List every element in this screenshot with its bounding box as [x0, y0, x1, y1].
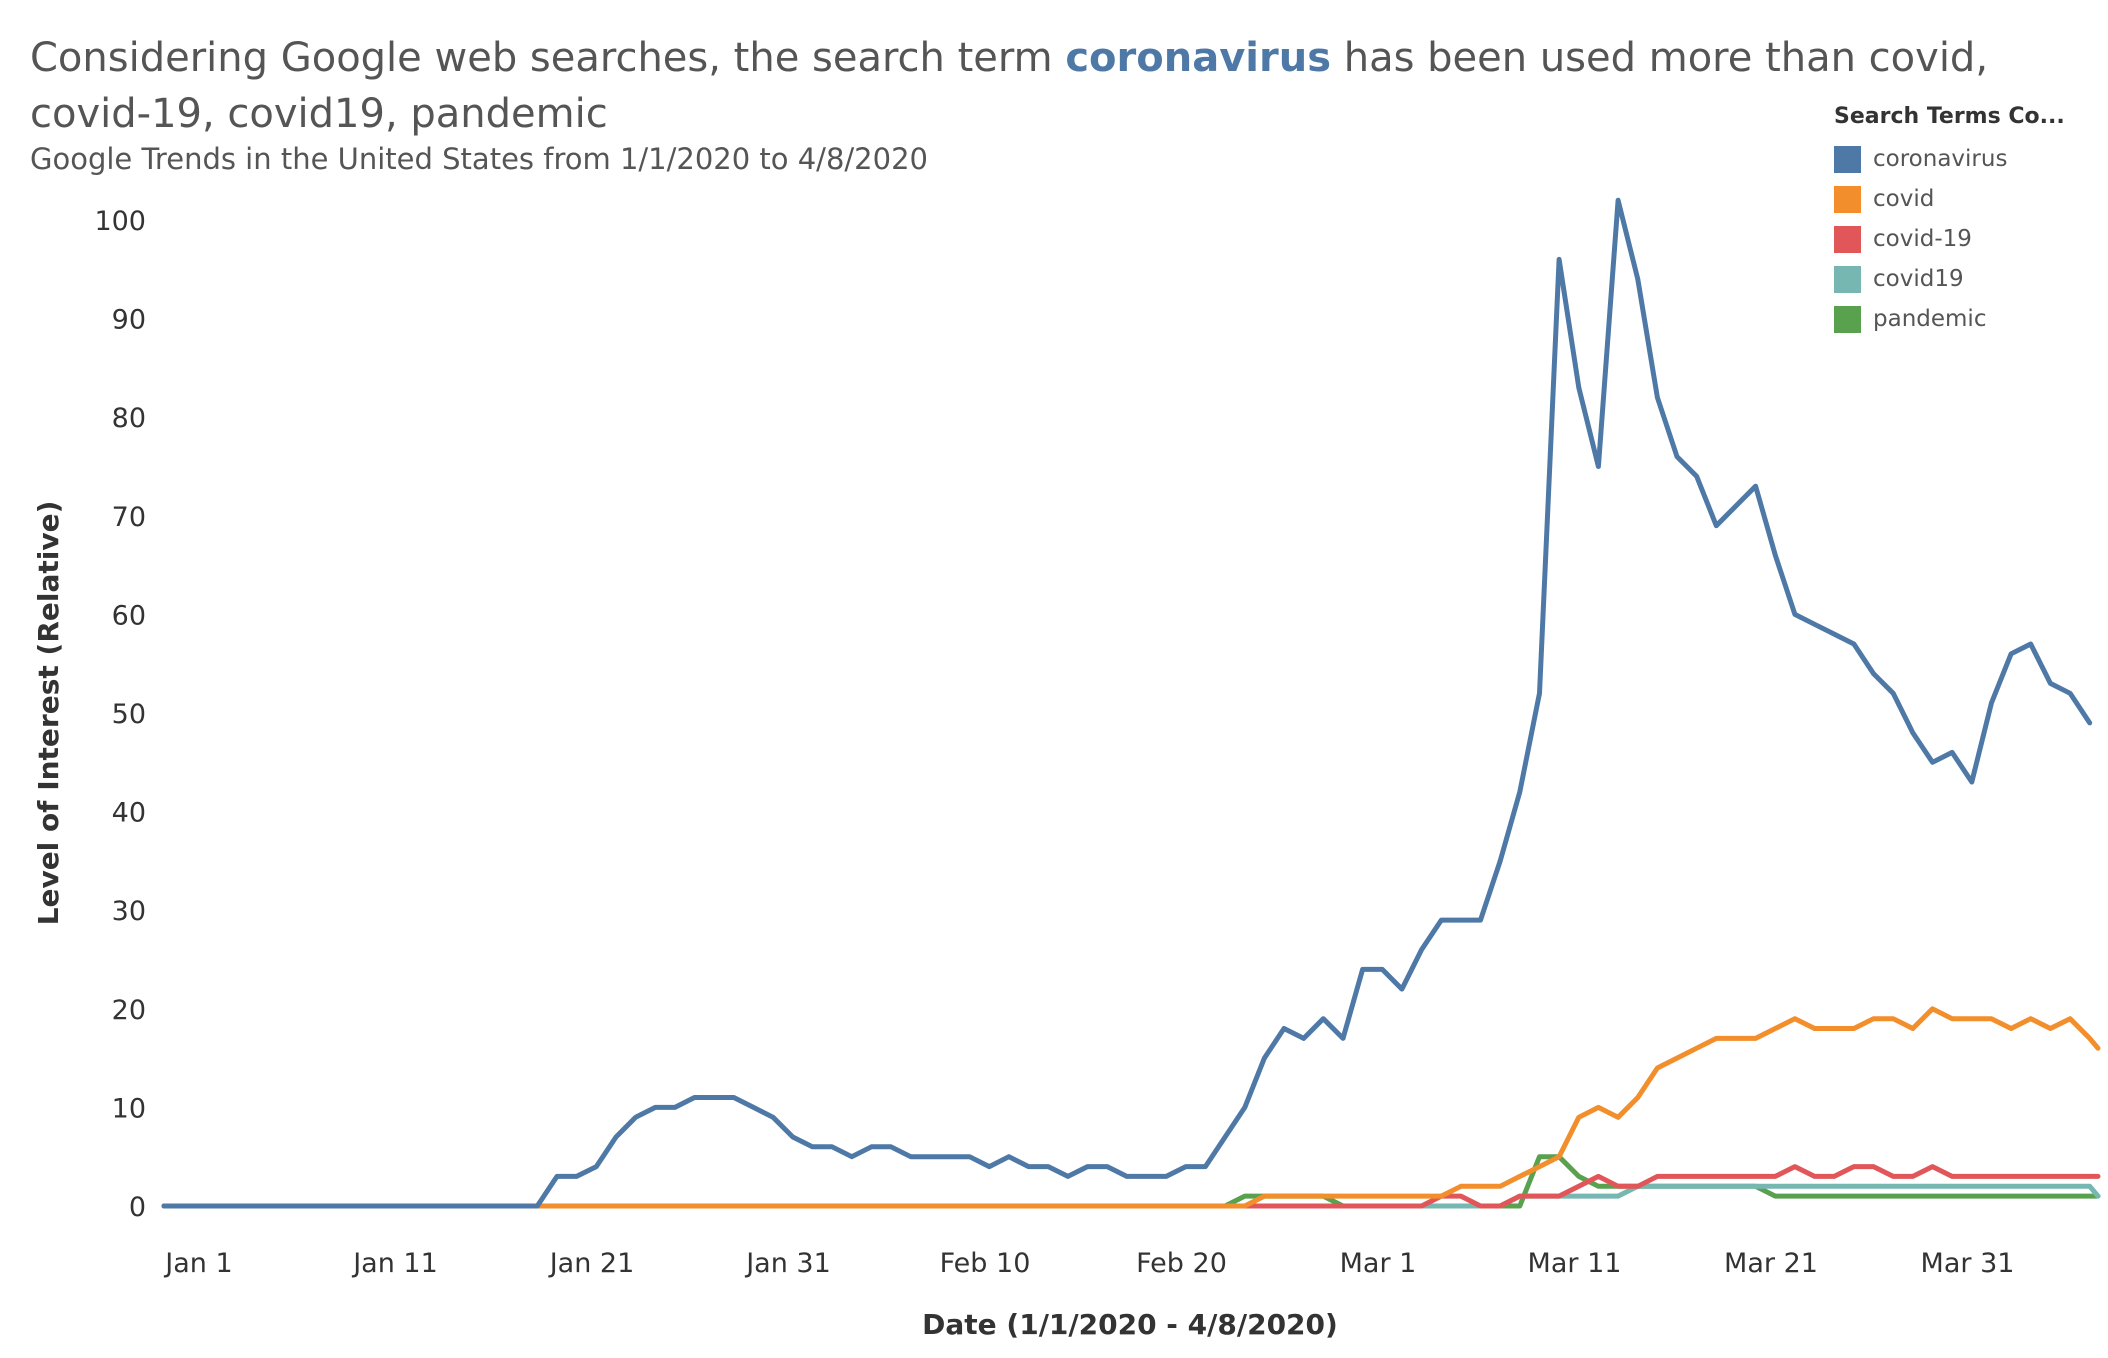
legend-label: covid-19	[1873, 226, 1972, 252]
y-tick-label: 0	[129, 1192, 146, 1223]
x-tick-label: Jan 31	[744, 1248, 831, 1279]
series-line-coronavirus	[161, 197, 2093, 1209]
y-axis-ticks: 0 10 20 30 40 50 60 70 80 90 100	[94, 206, 146, 1223]
y-tick-label: 40	[112, 798, 146, 829]
chart-subtitle: Google Trends in the United States from …	[30, 142, 928, 176]
x-tick-label: Jan 1	[163, 1248, 232, 1279]
y-tick-label: 30	[112, 896, 146, 927]
y-tick-label: 80	[112, 403, 146, 434]
series-line-pandemic	[161, 1154, 2101, 1209]
legend-swatch-covid19	[1834, 265, 1861, 293]
legend-label: covid	[1873, 186, 1935, 212]
y-tick-label: 70	[112, 502, 146, 533]
legend-item-covid-19[interactable]: covid-19	[1834, 219, 2094, 259]
x-tick-label: Mar 21	[1724, 1248, 1818, 1279]
legend-item-coronavirus[interactable]: coronavirus	[1834, 139, 2094, 179]
chart-title: Considering Google web searches, the sea…	[30, 30, 2010, 142]
legend-label: pandemic	[1873, 306, 1987, 332]
legend-swatch-covid-19	[1834, 225, 1861, 253]
y-tick-label: 90	[112, 305, 146, 336]
y-tick-label: 20	[112, 995, 146, 1026]
x-axis-title: Date (1/1/2020 - 4/8/2020)	[922, 1308, 1338, 1341]
series-lines	[161, 197, 2101, 1209]
x-tick-label: Mar 31	[1921, 1248, 2015, 1279]
legend-swatch-pandemic	[1834, 305, 1861, 333]
x-tick-label: Mar 11	[1528, 1248, 1622, 1279]
x-axis-ticks: Jan 1 Jan 11 Jan 21 Jan 31 Feb 10 Feb 20 Mar 1…	[163, 1248, 2014, 1279]
x-tick-label: Feb 20	[1136, 1248, 1227, 1279]
y-axis-title: Level of Interest (Relative)	[32, 501, 65, 926]
legend-item-covid[interactable]: covid	[1834, 179, 2094, 219]
y-tick-label: 100	[94, 206, 146, 237]
title-prefix: Considering Google web searches, the sea…	[30, 35, 1053, 81]
y-tick-label: 50	[112, 699, 146, 730]
legend-swatch-coronavirus	[1834, 145, 1861, 173]
title-highlight: coronavirus	[1065, 35, 1332, 81]
x-tick-label: Jan 21	[548, 1248, 635, 1279]
x-tick-label: Mar 1	[1340, 1248, 1417, 1279]
legend-swatch-covid	[1834, 185, 1861, 213]
legend-label: covid19	[1873, 266, 1964, 292]
x-tick-label: Feb 10	[940, 1248, 1031, 1279]
title-suffix: has been used more than covid, covid-19,…	[30, 35, 1989, 137]
y-tick-label: 10	[112, 1093, 146, 1124]
legend-item-covid19[interactable]: covid19	[1834, 259, 2094, 299]
legend: Search Terms Co... coronavirus covid cov…	[1834, 104, 2094, 339]
legend-label: coronavirus	[1873, 146, 2008, 172]
legend-title: Search Terms Co...	[1834, 104, 2065, 129]
y-tick-label: 60	[112, 600, 146, 631]
legend-item-pandemic[interactable]: pandemic	[1834, 299, 2094, 339]
x-tick-label: Jan 11	[351, 1248, 438, 1279]
